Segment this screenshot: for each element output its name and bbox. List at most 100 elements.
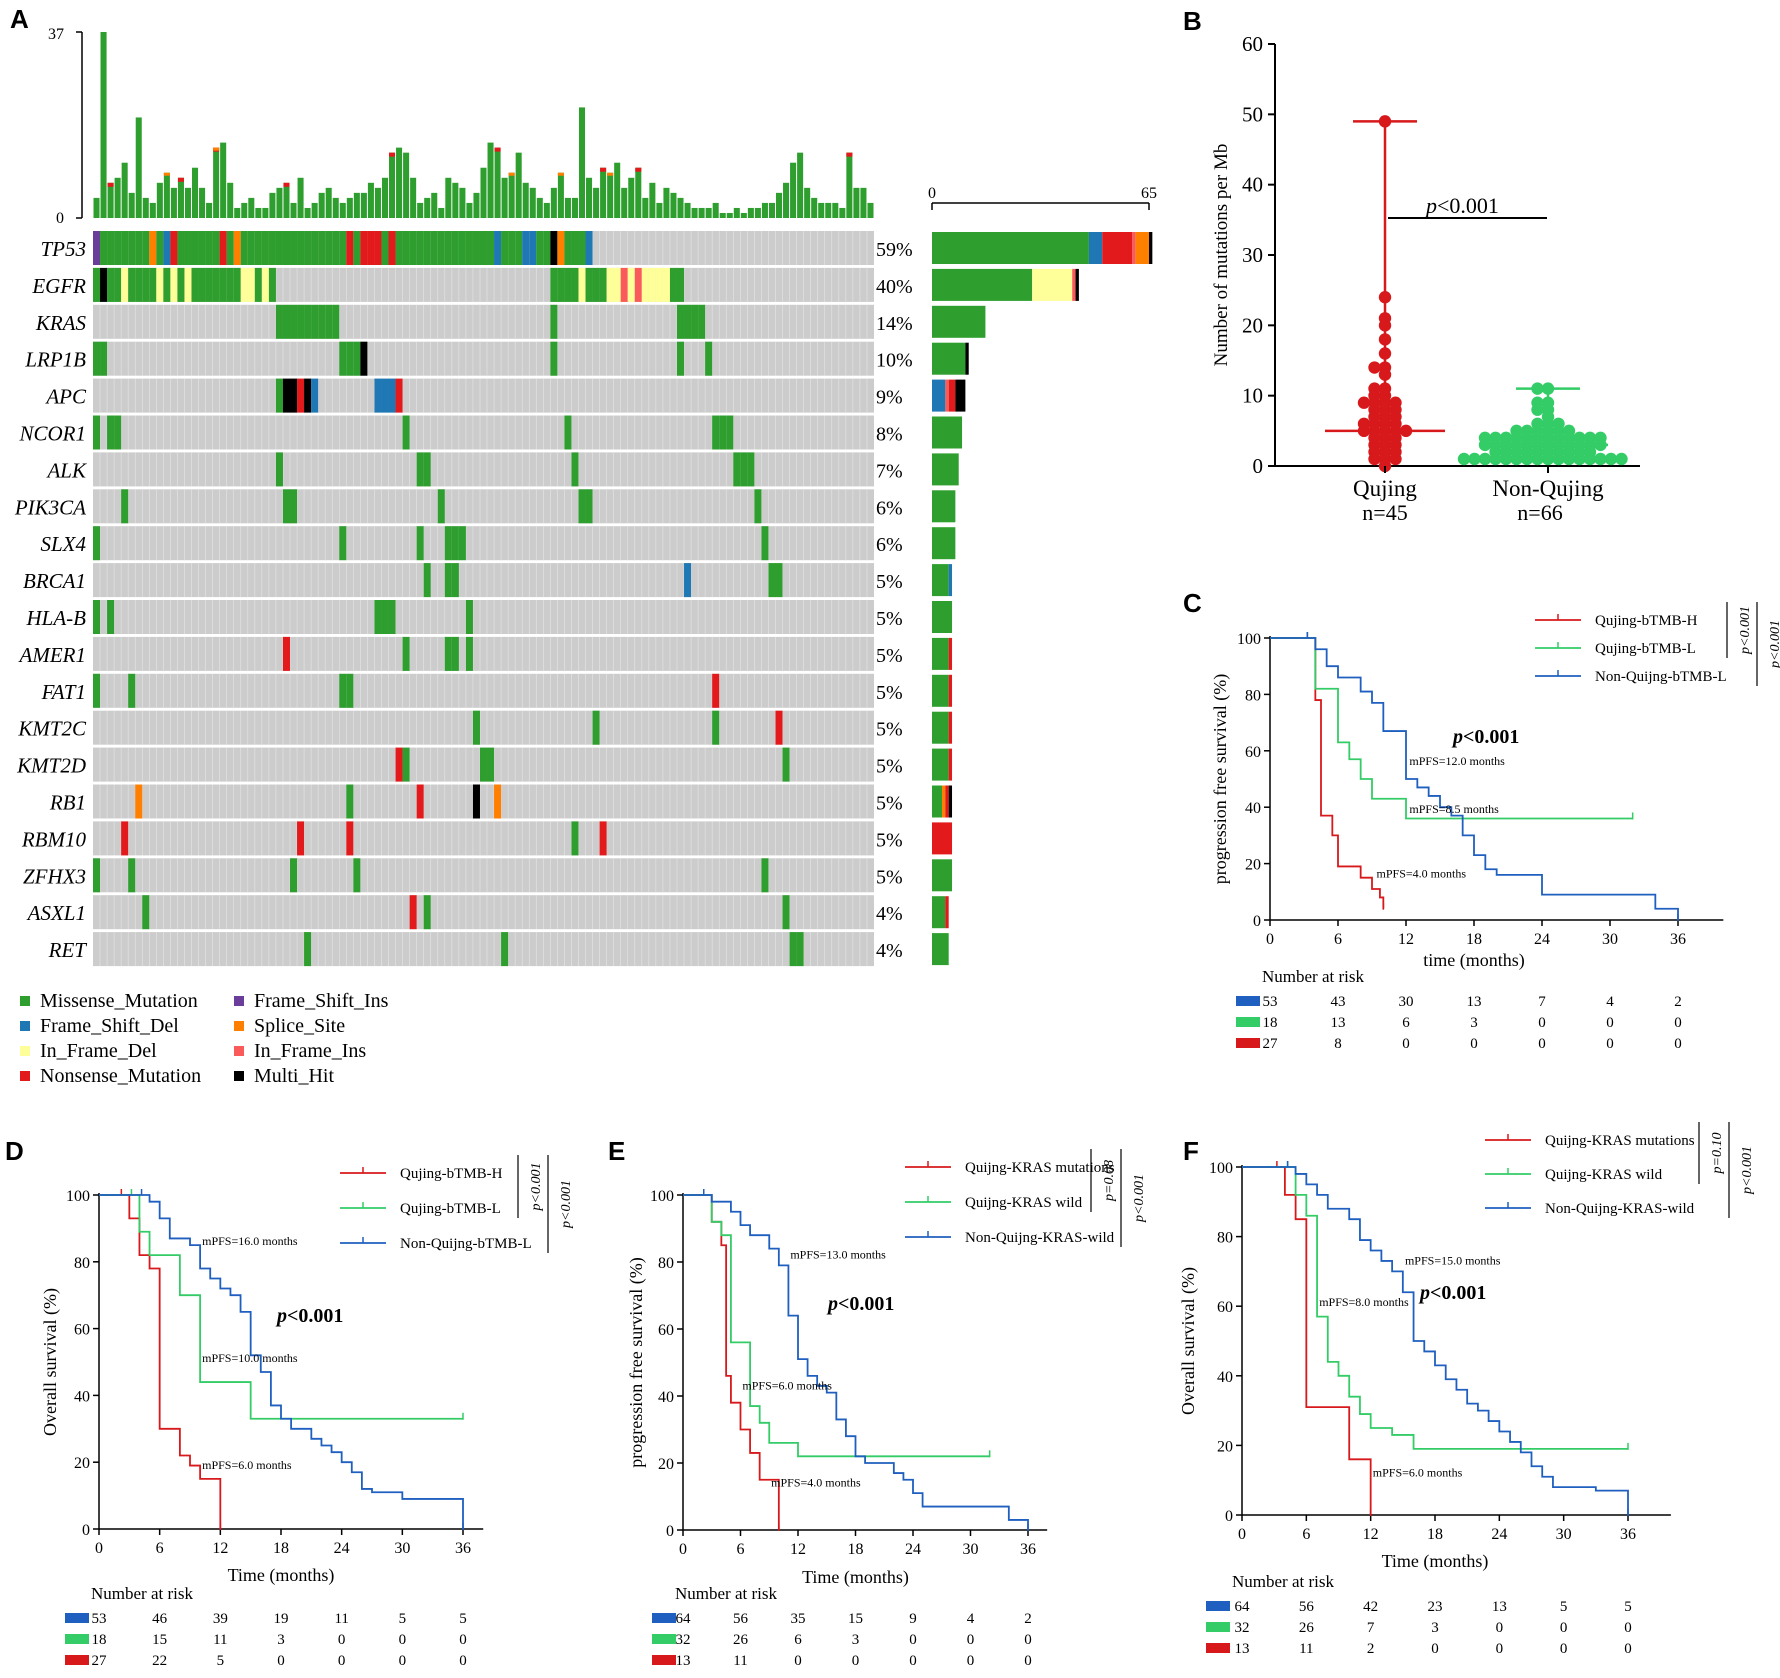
oncoplot-cell — [458, 231, 466, 265]
sample-count-bar-segment — [163, 172, 170, 176]
sample-count-bar — [719, 212, 726, 218]
y-tick-label: 60 — [658, 1322, 674, 1339]
risk-count: 0 — [1431, 1641, 1439, 1657]
oncoplot-cell — [494, 784, 502, 819]
legend-swatch — [234, 1021, 244, 1031]
oncoplot-cell — [177, 231, 185, 265]
legend-label: Multi_Hit — [254, 1065, 334, 1087]
oncoplot-cell — [571, 231, 579, 265]
survival-curve-red — [1270, 637, 1385, 909]
gene-percent: 7% — [876, 460, 903, 482]
gene-count-bar-segment — [948, 711, 953, 744]
oncoplot-cell — [395, 747, 403, 782]
sample-count-bar — [396, 147, 403, 218]
y-tick-label: 80 — [1245, 687, 1261, 704]
y-tick-label: 80 — [658, 1255, 674, 1272]
y-tick-label: 40 — [1245, 800, 1261, 817]
risk-count: 0 — [399, 1653, 407, 1669]
oncoplot-cell — [627, 267, 635, 302]
risk-count: 0 — [1538, 1036, 1546, 1052]
gene-percent: 5% — [876, 645, 903, 667]
risk-count: 0 — [1496, 1620, 1504, 1636]
gene-label: KRAS — [35, 311, 87, 335]
sample-count-bar — [389, 152, 396, 218]
median-annotation: mPFS=4.0 months — [771, 1475, 861, 1489]
risk-count: 0 — [277, 1653, 285, 1669]
x-tick-label: Qujing — [1353, 476, 1417, 501]
p-value-text: <0.001 — [1430, 1282, 1486, 1304]
x-tick-label: 18 — [1466, 931, 1482, 948]
sample-count-bar — [360, 192, 367, 218]
p-value-symbol: p — [1418, 1282, 1430, 1304]
oncoplot-cell — [437, 231, 445, 265]
survival-curve-green — [1242, 1166, 1628, 1450]
panel-label-a: A — [10, 4, 29, 34]
oncoplot-cell — [332, 231, 340, 265]
oncoplot-cell — [93, 858, 101, 893]
oncoplot-cell — [444, 231, 452, 265]
oncoplot-cell — [726, 415, 734, 450]
data-point — [1604, 452, 1618, 466]
oncoplot-cell — [578, 231, 586, 265]
oncoplot-cell — [254, 231, 262, 265]
gene-count-bar-segment — [942, 785, 946, 818]
oncoplot-cell — [282, 378, 291, 413]
oncoplot-cell — [332, 304, 340, 339]
oncoplot-cell — [290, 858, 298, 893]
oncoplot-cell — [782, 747, 790, 782]
pairwise-p-value: p<0.001 — [529, 1163, 544, 1212]
oncoplot-row-bg — [93, 895, 874, 930]
gene-percent: 10% — [876, 350, 913, 372]
oncoplot-cell — [325, 231, 333, 265]
risk-count: 46 — [152, 1611, 168, 1627]
oncoplot-cell — [669, 267, 677, 302]
sample-count-bar — [691, 207, 698, 218]
oncoplot-cell — [451, 563, 459, 598]
oncoplot-cell — [740, 452, 748, 487]
oncoplot-cell — [135, 231, 143, 265]
sample-count-bar — [156, 182, 163, 218]
risk-table-title: Number at risk — [675, 1584, 777, 1603]
sample-count-bar — [832, 202, 839, 218]
oncoplot-cell — [318, 304, 326, 339]
p-value-text: <0.001 — [287, 1305, 343, 1327]
x-tick-label: 36 — [455, 1540, 471, 1557]
oncoplot-cell — [479, 747, 488, 782]
gene-count-bar-segment — [932, 342, 966, 375]
oncoplot-cell — [487, 747, 495, 782]
risk-count: 0 — [1470, 1036, 1478, 1052]
gene-count-bar-segment — [932, 748, 949, 781]
risk-count: 30 — [1399, 994, 1414, 1010]
gene-count-bar-segment — [955, 379, 966, 412]
oncoplot-cell — [705, 341, 713, 376]
oncoplot-cell — [282, 489, 291, 524]
sample-count-bar-segment — [177, 177, 184, 182]
risk-count: 8 — [1334, 1036, 1342, 1052]
sample-count-bar — [698, 207, 705, 218]
gene-count-bar-segment — [1088, 232, 1103, 264]
data-point — [1378, 291, 1392, 304]
x-tick-label: 36 — [1670, 931, 1686, 948]
oncoplot-cell — [571, 821, 579, 856]
sample-count-bar — [325, 187, 332, 218]
sample-count-bar — [642, 197, 649, 218]
legend-label: Missense_Mutation — [40, 990, 198, 1012]
data-point — [1615, 452, 1628, 466]
oncoplot-cell — [416, 452, 424, 487]
oncoplot-row-bg — [93, 489, 874, 524]
oncoplot-row-bg — [93, 932, 874, 967]
oncoplot-cell — [733, 452, 741, 487]
oncoplot-cell — [142, 895, 150, 930]
gene-percent: 5% — [876, 793, 903, 815]
sample-count-bar — [557, 172, 564, 218]
gene-percent: 4% — [876, 903, 903, 925]
oncoplot-cell — [191, 267, 199, 302]
sample-count-bar-segment — [557, 172, 564, 176]
risk-count: 13 — [1492, 1599, 1507, 1615]
oncoplot-cell — [564, 231, 572, 265]
sample-count-bar — [550, 187, 557, 218]
sample-count-bar — [199, 187, 206, 218]
panel-label-e: E — [608, 1136, 625, 1166]
oncoplot-cell — [311, 304, 319, 339]
